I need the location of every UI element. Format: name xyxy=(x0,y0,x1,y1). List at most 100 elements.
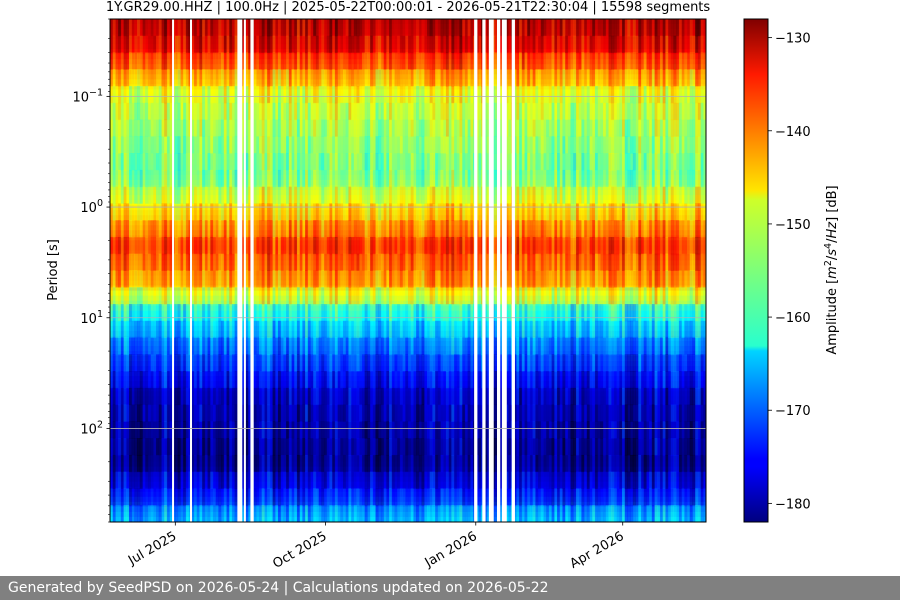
heatmap-cell xyxy=(462,153,466,171)
heatmap-cell xyxy=(361,253,366,271)
heatmap-cell xyxy=(445,136,450,154)
heatmap-cell xyxy=(221,505,225,522)
heatmap-cell xyxy=(540,337,544,355)
heatmap-cell xyxy=(207,354,211,372)
heatmap-cell xyxy=(424,69,428,87)
heatmap-cell xyxy=(494,287,498,305)
heatmap-cell xyxy=(467,421,471,439)
heatmap-cell xyxy=(221,169,225,188)
heatmap-cell xyxy=(359,438,363,456)
heatmap-cell xyxy=(231,421,236,439)
heatmap-cell xyxy=(394,119,398,137)
heatmap-cell xyxy=(337,287,341,305)
heatmap-cell xyxy=(131,119,135,137)
heatmap-cell xyxy=(410,287,414,305)
heatmap-cell xyxy=(288,253,292,271)
heatmap-cell xyxy=(342,253,347,271)
heatmap-cell xyxy=(378,304,382,322)
heatmap-cell xyxy=(529,270,534,288)
heatmap-cell xyxy=(212,404,217,422)
heatmap-cell xyxy=(424,320,428,339)
heatmap-cell xyxy=(267,471,271,489)
heatmap-cell xyxy=(486,421,490,439)
heatmap-cell xyxy=(326,421,330,439)
heatmap-cell xyxy=(329,52,333,70)
heatmap-cell xyxy=(294,287,298,305)
heatmap-cell xyxy=(177,203,181,221)
heatmap-cell xyxy=(521,505,525,522)
heatmap-cell xyxy=(513,19,517,37)
heatmap-cell xyxy=(375,220,379,238)
heatmap-cell xyxy=(118,421,122,439)
heatmap-cell xyxy=(131,35,135,54)
heatmap-cell xyxy=(199,186,203,204)
heatmap-cell xyxy=(448,136,452,154)
heatmap-cell xyxy=(532,337,536,355)
heatmap-cell xyxy=(158,371,162,389)
heatmap-cell xyxy=(345,69,349,87)
heatmap-cell xyxy=(437,169,441,188)
heatmap-cell xyxy=(185,287,189,305)
heatmap-cell xyxy=(150,320,154,339)
heatmap-cell xyxy=(454,454,458,473)
heatmap-cell xyxy=(191,220,195,238)
heatmap-cell xyxy=(245,421,249,439)
heatmap-cell xyxy=(456,169,460,188)
heatmap-cell xyxy=(529,119,534,137)
heatmap-cell xyxy=(394,220,398,238)
heatmap-cell xyxy=(223,236,227,255)
heatmap-cell xyxy=(221,304,225,322)
heatmap-cell xyxy=(115,19,119,37)
heatmap-cell xyxy=(527,371,531,389)
heatmap-cell xyxy=(318,86,322,104)
heatmap-cell xyxy=(361,153,366,171)
heatmap-cell xyxy=(340,102,344,121)
heatmap-cell xyxy=(486,320,490,339)
heatmap-cell xyxy=(223,421,227,439)
heatmap-cell xyxy=(372,438,376,456)
heatmap-cell xyxy=(421,304,425,322)
heatmap-cell xyxy=(348,270,352,288)
heatmap-cell xyxy=(280,220,284,238)
heatmap-cell xyxy=(380,337,385,355)
heatmap-cell xyxy=(535,35,539,54)
heatmap-cell xyxy=(134,119,138,137)
heatmap-cell xyxy=(500,69,504,87)
heatmap-cell xyxy=(372,253,376,271)
heatmap-cell xyxy=(259,69,263,87)
heatmap-cell xyxy=(272,220,276,238)
heatmap-cell xyxy=(380,454,385,473)
heatmap-cell xyxy=(248,52,252,70)
heatmap-cell xyxy=(193,253,198,271)
heatmap-cell xyxy=(199,52,203,70)
heatmap-cell xyxy=(234,186,238,204)
heatmap-cell xyxy=(426,304,431,322)
heatmap-cell xyxy=(494,337,498,355)
heatmap-cell xyxy=(245,304,249,322)
heatmap-cell xyxy=(370,287,374,305)
heatmap-cell xyxy=(310,304,314,322)
heatmap-cell xyxy=(223,438,227,456)
heatmap-cell xyxy=(161,387,165,406)
heatmap-cell xyxy=(142,287,146,305)
heatmap-cell xyxy=(500,186,504,204)
heatmap-cell xyxy=(139,35,143,54)
heatmap-cell xyxy=(378,438,382,456)
heatmap-cell xyxy=(440,69,444,87)
heatmap-cell xyxy=(185,505,189,522)
heatmap-cell xyxy=(118,136,122,154)
heatmap-cell xyxy=(118,186,122,204)
heatmap-cell xyxy=(210,136,214,154)
heatmap-cell xyxy=(386,136,390,154)
heatmap-cell xyxy=(275,505,279,522)
heatmap-cell xyxy=(426,337,431,355)
heatmap-cell xyxy=(378,52,382,70)
heatmap-cell xyxy=(128,102,133,121)
heatmap-cell xyxy=(351,186,355,204)
heatmap-cell xyxy=(532,236,536,255)
heatmap-cell xyxy=(451,136,455,154)
heatmap-cell xyxy=(134,304,138,322)
heatmap-cell xyxy=(513,35,517,54)
heatmap-cell xyxy=(283,354,287,372)
heatmap-cell xyxy=(519,203,523,221)
